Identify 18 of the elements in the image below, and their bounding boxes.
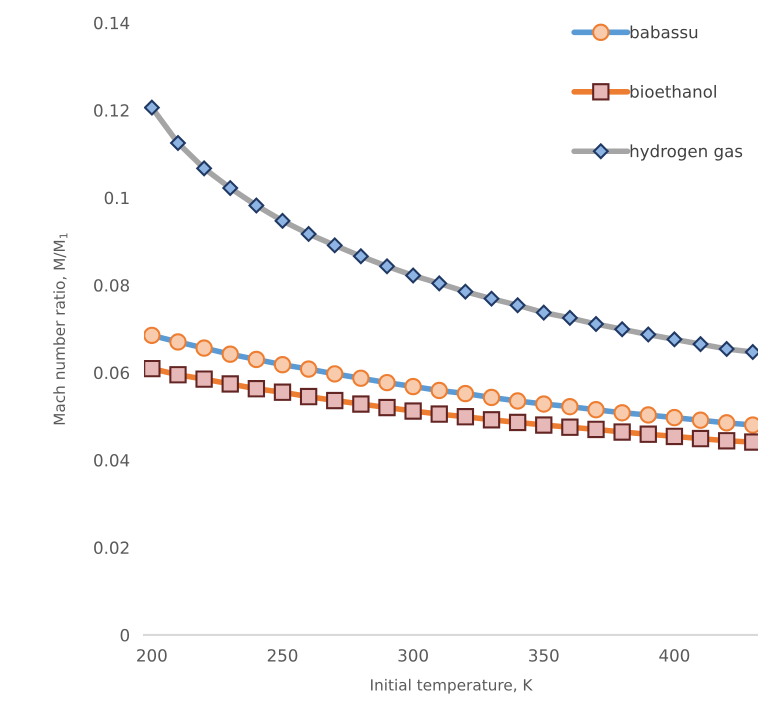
y-tick-label: 0.02 xyxy=(94,541,128,554)
y-tick-label: 0.1 xyxy=(104,192,129,204)
y-tick-label: 0.14 xyxy=(94,16,130,30)
x-tick-label: 250 xyxy=(268,649,298,662)
legend-label: hydrogen gas xyxy=(630,144,742,161)
x-axis-title: Initial temperature, K xyxy=(371,678,533,694)
legend-label: babassu xyxy=(630,26,698,38)
y-tick-label: 0 xyxy=(120,628,130,642)
y-axis-title: Mach number ratio, M/M$_{1}$ xyxy=(53,233,68,424)
x-tick-label: 200 xyxy=(137,649,167,662)
y-tick-label: 0.04 xyxy=(94,454,130,467)
x-tick-label: 350 xyxy=(529,649,559,662)
y-tick-label: 0.12 xyxy=(94,104,128,117)
legend-label: bioethanol xyxy=(630,84,716,98)
x-tick-label: 400 xyxy=(659,649,690,662)
y-tick-label: 0.08 xyxy=(94,279,129,292)
x-tick-label: 300 xyxy=(398,649,428,662)
y-tick-label: 0.06 xyxy=(94,366,130,380)
